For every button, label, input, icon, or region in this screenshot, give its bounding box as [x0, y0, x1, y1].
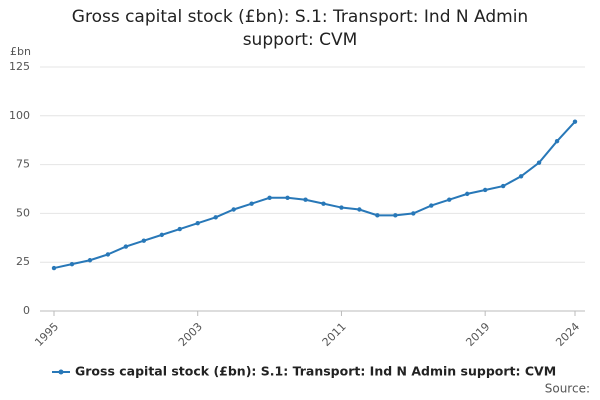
- y-tick-label: 50: [16, 206, 30, 219]
- y-tick-label: 25: [16, 255, 30, 268]
- legend-label: Gross capital stock (£bn): S.1: Transpor…: [75, 364, 556, 379]
- y-axis-label: £bn: [10, 45, 31, 58]
- point: [303, 197, 308, 202]
- point: [159, 232, 164, 238]
- series-line: [53, 120, 576, 270]
- point: [285, 195, 290, 200]
- x-tick-label: 1995: [32, 320, 61, 349]
- point: [393, 213, 398, 218]
- point: [429, 203, 434, 208]
- source: Source:: [545, 382, 590, 396]
- point: [536, 160, 542, 165]
- x-tick-label: 2019: [463, 320, 492, 349]
- point: [195, 220, 200, 226]
- y-tick-label: 125: [9, 60, 30, 73]
- point: [447, 197, 452, 202]
- point: [123, 244, 129, 249]
- point: [141, 238, 147, 243]
- point: [69, 261, 75, 267]
- point: [177, 226, 182, 232]
- point: [500, 183, 506, 189]
- point: [465, 191, 470, 197]
- x-tick-label: 2024: [553, 320, 582, 349]
- point: [213, 215, 218, 220]
- point: [51, 265, 57, 271]
- point: [357, 207, 362, 212]
- point: [249, 201, 254, 206]
- point: [411, 211, 416, 216]
- point: [375, 213, 380, 218]
- point: [231, 207, 236, 212]
- point: [87, 258, 93, 263]
- point: [321, 201, 326, 206]
- point: [339, 205, 344, 210]
- point: [554, 138, 560, 144]
- legend-swatch: [58, 369, 64, 375]
- point: [105, 252, 111, 257]
- y-tick-label: 100: [9, 109, 30, 122]
- point: [572, 119, 578, 124]
- x-tick-label: 2003: [176, 320, 205, 349]
- x-tick-label: 2011: [320, 320, 349, 349]
- point: [482, 187, 488, 193]
- y-tick-label: 75: [16, 158, 30, 171]
- point: [267, 195, 272, 200]
- point: [518, 174, 524, 179]
- chart-title: Gross capital stock (£bn): S.1: Transpor…: [71, 7, 529, 50]
- y-tick-label: 0: [23, 304, 30, 317]
